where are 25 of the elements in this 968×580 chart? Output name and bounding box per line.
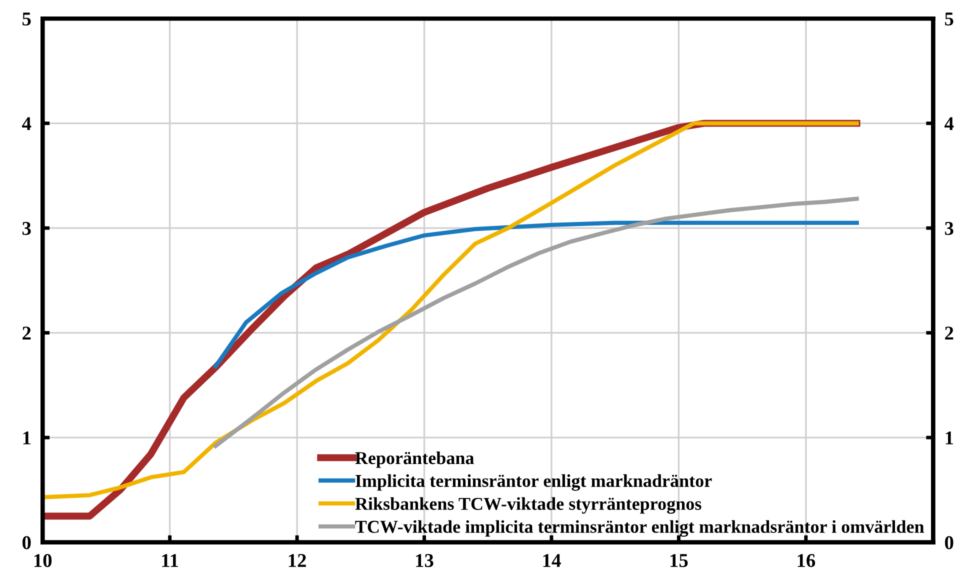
y2-tick-label: 3 [944,222,954,235]
y-tick-label: 1 [23,431,30,444]
x-tick-label: 11 [162,554,178,567]
legend-label: Implicita terminsräntor enligt marknadräntor [356,474,712,491]
y-tick-label: 2 [22,326,31,340]
y-tick-label: 4 [22,117,32,130]
y-tick-label: 3 [22,222,31,235]
y-tick-label: 5 [22,12,31,26]
x-tick-label: 16 [798,554,816,568]
x-tick-label: 15 [670,554,688,568]
legend-label: Riksbankens TCW-viktade styrränteprognos [355,497,702,514]
x-tick-label: 14 [543,554,561,567]
legend-label: TCW-viktade implicita terminsräntor enligt marknadsräntor i omvärlden [355,520,924,537]
x-tick-label: 12 [288,554,306,567]
y2-tick-label: 2 [945,326,954,340]
line-series [214,196,859,448]
y2-tick-label: 1 [946,431,953,444]
x-tick-label: 13 [416,554,434,568]
legend-label: Reporäntebana [355,451,474,468]
y-tick-label: 0 [22,536,31,550]
y2-tick-label: 5 [945,12,954,26]
x-tick-label: 10 [34,554,52,568]
y2-tick-label: 0 [945,536,954,550]
y2-tick-label: 4 [944,117,954,130]
line-series [214,220,859,368]
